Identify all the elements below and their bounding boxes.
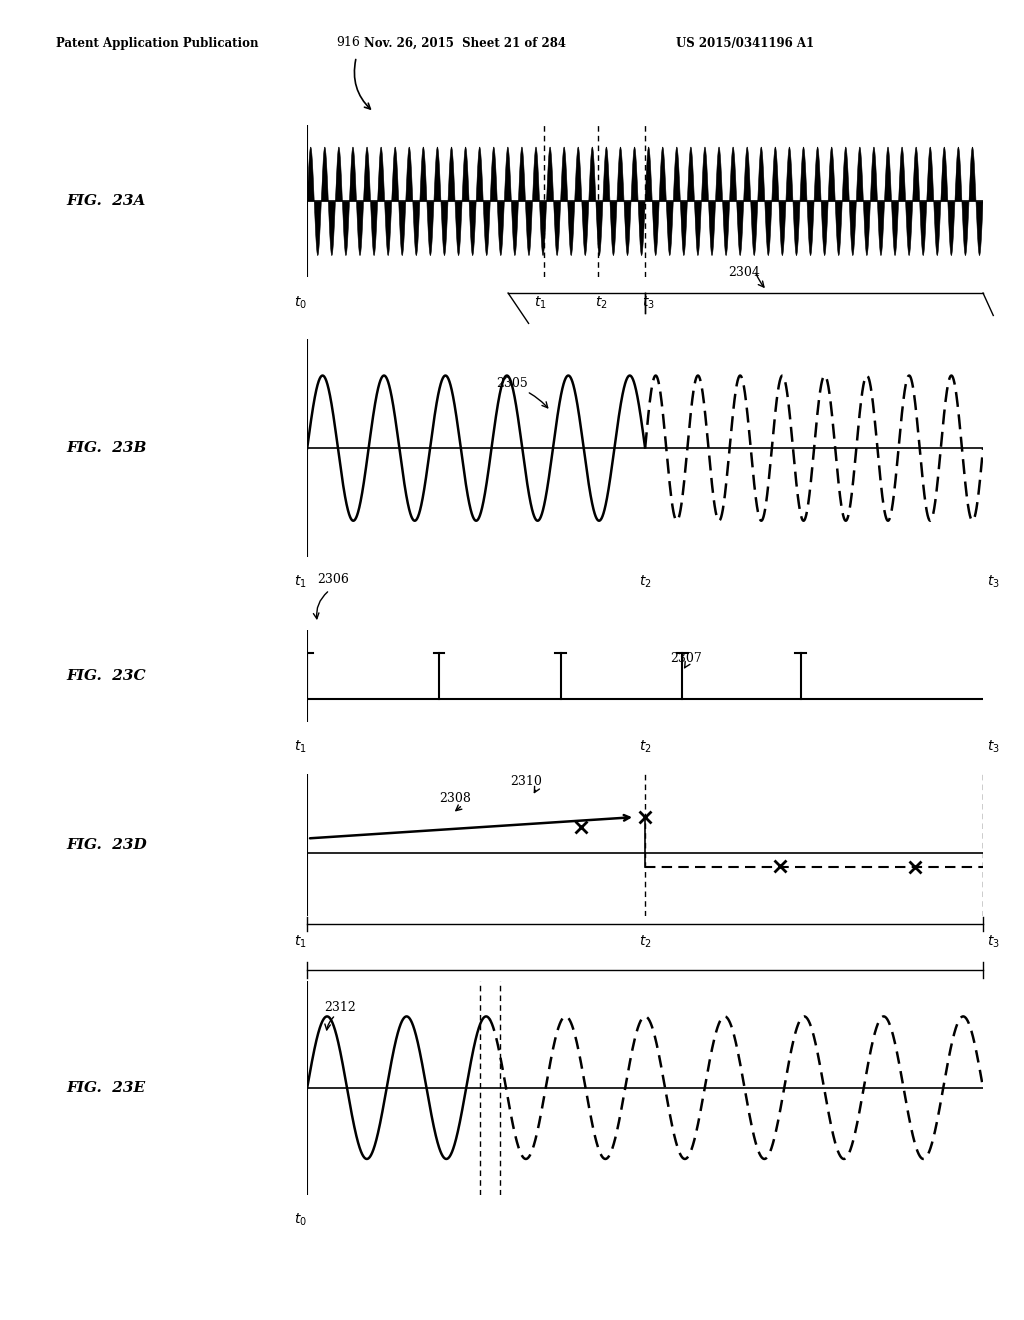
Text: $t_3$: $t_3$ — [987, 574, 999, 590]
Text: 2304: 2304 — [728, 265, 760, 279]
Text: $t_0$: $t_0$ — [294, 294, 306, 310]
Text: 2307: 2307 — [671, 652, 702, 665]
Text: 2305: 2305 — [497, 378, 528, 391]
Text: FIG.  23A: FIG. 23A — [67, 194, 146, 209]
Text: $t_2$: $t_2$ — [639, 739, 651, 755]
Text: $t_2$: $t_2$ — [639, 933, 651, 949]
Text: FIG.  23E: FIG. 23E — [67, 1081, 145, 1094]
Text: Patent Application Publication: Patent Application Publication — [56, 37, 259, 50]
Text: Nov. 26, 2015  Sheet 21 of 284: Nov. 26, 2015 Sheet 21 of 284 — [364, 37, 565, 50]
Text: $t_1$: $t_1$ — [535, 294, 547, 310]
Text: US 2015/0341196 A1: US 2015/0341196 A1 — [676, 37, 814, 50]
Text: $t_3$: $t_3$ — [642, 294, 654, 310]
Text: 2310: 2310 — [510, 775, 542, 788]
Text: 2306: 2306 — [317, 573, 349, 586]
Text: $t_3$: $t_3$ — [987, 739, 999, 755]
Text: FIG.  23B: FIG. 23B — [67, 441, 146, 455]
Text: 2312: 2312 — [324, 1001, 356, 1014]
Text: $t_3$: $t_3$ — [987, 933, 999, 949]
Text: FIG.  23C: FIG. 23C — [67, 669, 146, 682]
Text: $t_0$: $t_0$ — [294, 1212, 306, 1228]
Text: $t_1$: $t_1$ — [294, 933, 306, 949]
Text: FIG.  23D: FIG. 23D — [67, 838, 147, 851]
Text: $t_2$: $t_2$ — [595, 294, 607, 310]
Text: 2308: 2308 — [439, 792, 471, 805]
Text: $t_2$: $t_2$ — [639, 574, 651, 590]
Text: $t_1$: $t_1$ — [294, 574, 306, 590]
Text: 916: 916 — [336, 36, 359, 49]
Text: $t_1$: $t_1$ — [294, 739, 306, 755]
